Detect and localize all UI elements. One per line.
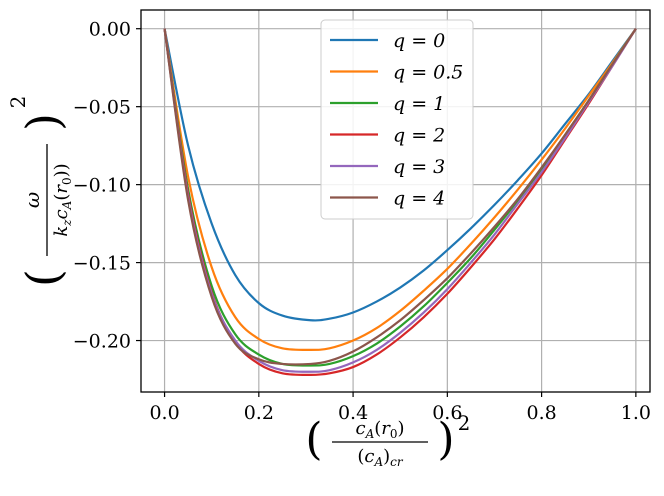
svg-text:(: ( <box>305 414 322 465</box>
svg-text:cA(r0): cA(r0) <box>355 418 404 441</box>
svg-text:(cA)cr: (cA)cr <box>357 446 404 469</box>
legend-box <box>320 19 474 220</box>
x-axis-label: ( cA(r0) (cA)cr ) 2 <box>305 411 470 469</box>
x-tick-label: 0.2 <box>244 402 274 424</box>
legend-label: q = 1 <box>393 93 445 115</box>
x-tick-label: 0.6 <box>432 402 462 424</box>
x-tick-label: 0.4 <box>338 402 368 424</box>
y-tick-label: −0.10 <box>73 175 131 197</box>
svg-text:): ) <box>437 414 454 465</box>
legend-label: q = 0 <box>393 30 445 52</box>
y-axis-label: ( ω kzcA(r0)) ) 2 <box>6 96 74 287</box>
svg-text:2: 2 <box>458 411 471 435</box>
x-tick-label: 0.0 <box>149 402 179 424</box>
axis-ticks: 0.0 0.2 0.4 0.6 0.8 1.0 0.00 −0.05 −0.10 −0.15 −0.… <box>73 19 651 424</box>
series-line-4 <box>163 28 637 373</box>
series-line-1 <box>163 28 637 352</box>
x-tick-label: 0.8 <box>526 402 556 424</box>
y-tick-label: 0.00 <box>89 19 131 41</box>
legend-label: q = 2 <box>393 125 445 147</box>
legend-label: q = 0.5 <box>393 62 463 84</box>
legend: q = 0 q = 0.5 q = 1 q = 2 q = 3 q = 4 <box>320 19 474 220</box>
y-tick-label: −0.20 <box>73 331 131 353</box>
svg-text:): ) <box>16 113 70 131</box>
y-tick-label: −0.15 <box>73 253 131 275</box>
plot-frame <box>140 9 651 393</box>
svg-text:(: ( <box>16 269 70 287</box>
svg-text:2: 2 <box>6 96 30 109</box>
legend-label: q = 4 <box>393 188 445 210</box>
legend-label: q = 3 <box>393 156 445 178</box>
svg-text:ω: ω <box>20 192 44 208</box>
svg-text:kzcA(r0)): kzcA(r0)) <box>51 163 74 236</box>
series-lines <box>163 28 637 376</box>
x-tick-label: 1.0 <box>621 402 651 424</box>
y-tick-label: −0.05 <box>73 97 131 119</box>
series-line-5 <box>163 28 637 366</box>
series-line-0 <box>163 28 637 322</box>
